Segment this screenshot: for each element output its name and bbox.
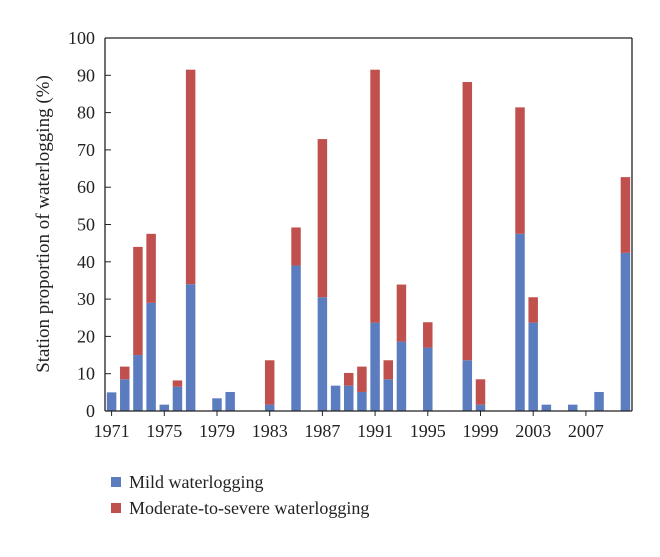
bar-moderate-severe-2010 [620,177,631,253]
bar-moderate-severe-1999 [475,379,486,405]
legend-label-moderate-to-severe: Moderate-to-severe waterlogging [129,498,369,518]
y-tick-label: 20 [77,326,95,346]
y-tick-label: 80 [77,103,95,123]
legend-swatch-moderate-to-severe [111,503,121,513]
legend: Mild waterlogging Moderate-to-severe wat… [111,472,369,518]
bar-mild-1992 [383,379,394,411]
bar-moderate-severe-1974 [146,233,156,303]
y-tick-label: 90 [77,65,95,85]
bar-mild-1980 [225,391,235,411]
x-ticks-group: 1971 1975 1979 1983 1987 1991 1995 1999 2003 2007 [94,411,604,441]
bar-mild-1985 [291,265,301,411]
y-tick-label: 0 [86,401,95,421]
bar-mild-1974 [146,302,156,411]
bar-moderate-severe-1995 [423,322,433,348]
y-tick-label: 100 [68,28,95,48]
bar-mild-1990 [357,391,367,411]
x-tick-label: 1975 [146,421,182,441]
x-tick-label: 2007 [568,421,604,441]
bar-mild-2010 [620,252,631,411]
bar-mild-2003 [528,322,538,411]
bar-moderate-severe-1990 [357,366,367,392]
bar-mild-1989 [343,385,354,411]
bar-mild-1995 [423,347,433,411]
y-axis-label: Station proportion of waterlogging (%) [33,75,54,373]
y-tick-label: 10 [77,364,95,384]
bar-mild-1991 [370,322,380,411]
y-tick-label: 30 [77,289,95,309]
bar-mild-1975 [159,404,170,411]
bar-mild-2006 [567,404,578,411]
bar-mild-1972 [120,379,130,411]
bar-moderate-severe-1985 [291,227,301,266]
bar-mild-1977 [185,284,196,411]
bar-mild-1999 [475,404,486,411]
y-tick-label: 40 [77,252,95,272]
legend-item-mild: Mild waterlogging [111,472,263,492]
x-tick-label: 1995 [410,421,446,441]
bars-group [106,69,631,411]
x-tick-label: 1987 [304,421,340,441]
bar-mild-1993 [396,341,407,411]
bar-moderate-severe-1991 [370,69,380,323]
bar-moderate-severe-1987 [317,139,328,298]
x-tick-label: 1983 [252,421,288,441]
bar-mild-1987 [317,297,328,411]
x-tick-label: 1971 [94,421,130,441]
x-tick-label: 1979 [199,421,235,441]
bar-moderate-severe-1993 [396,284,407,342]
bar-moderate-severe-1977 [185,69,196,285]
x-tick-label: 2003 [515,421,551,441]
bar-moderate-severe-2003 [528,297,538,323]
bar-mild-2004 [541,404,552,411]
bar-moderate-severe-1983 [264,360,275,405]
bar-mild-2008 [594,391,604,411]
y-tick-label: 70 [77,140,95,160]
legend-swatch-mild [111,477,121,487]
y-ticks-group: 0 10 20 30 40 50 60 70 80 90 100 [68,28,111,421]
legend-label-mild: Mild waterlogging [129,472,263,492]
y-tick-label: 50 [77,215,95,235]
legend-item-moderate-to-severe: Moderate-to-severe waterlogging [111,498,369,518]
bar-moderate-severe-1989 [343,372,354,386]
bar-moderate-severe-1976 [172,380,183,387]
bar-moderate-severe-1972 [120,366,130,380]
y-tick-label: 60 [77,177,95,197]
bar-mild-1988 [330,385,341,411]
bar-mild-2002 [515,233,525,411]
bar-mild-1998 [462,360,473,411]
bar-mild-1973 [133,355,143,411]
bar-moderate-severe-1992 [383,360,394,380]
bar-mild-1971 [106,392,117,411]
axes-group [104,37,633,412]
bar-mild-1983 [264,404,275,411]
bar-moderate-severe-2002 [515,107,525,234]
x-tick-label: 1991 [357,421,393,441]
x-tick-label: 1999 [462,421,498,441]
bar-moderate-severe-1973 [133,246,143,356]
bar-moderate-severe-1998 [462,82,473,361]
bar-mild-1979 [212,398,222,411]
bar-mild-1976 [172,386,183,411]
